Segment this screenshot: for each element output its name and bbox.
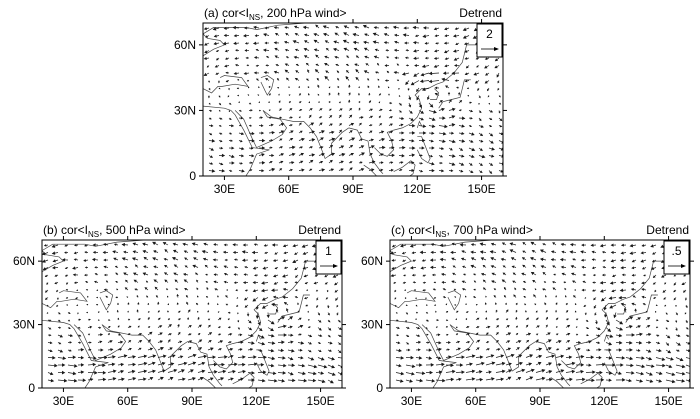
reference-vector-arrowhead: [494, 47, 499, 51]
reference-vector-value: 2: [486, 27, 493, 41]
x-tick-label: 60E: [117, 394, 138, 408]
x-tick-label: 120E: [403, 182, 431, 196]
title-suffix: , 200 hPa wind>: [260, 6, 346, 20]
title-subscript: NS: [435, 230, 446, 239]
detrend-label: Detrend: [459, 6, 502, 20]
map-panel-a: 30E 60E 90E 120E 150E 0 30N 60N (a) cor<INS, 200…: [174, 6, 507, 196]
y-tick-label: 30N: [13, 318, 35, 332]
reference-vector-box: [476, 23, 503, 58]
x-tick-label: 30E: [53, 394, 74, 408]
y-tick-label: 30N: [361, 318, 383, 332]
title-subscript: NS: [88, 230, 99, 239]
title-suffix: , 500 hPa wind>: [99, 223, 185, 237]
wind-vectors: [203, 24, 503, 174]
x-tick-label: 150E: [468, 182, 496, 196]
coastline: [42, 240, 342, 388]
y-tick-label: 30N: [174, 103, 196, 117]
x-tick-label: 30E: [214, 182, 235, 196]
map-panel-c: 30E 60E 90E 120E 150E 0 30N 60N (c) cor<INS, 700…: [361, 223, 694, 408]
y-tick-label: 0: [376, 381, 383, 395]
map-frame: [389, 239, 691, 389]
x-tick-label: 30E: [401, 394, 422, 408]
coastline: [390, 240, 690, 388]
reference-vector-arrowhead: [333, 264, 338, 268]
reference-vector-box: [315, 240, 342, 275]
panel-title: (b) cor<INS, 500 hPa wind>: [43, 223, 186, 239]
y-tick-label: 0: [28, 381, 35, 395]
coastline: [203, 23, 503, 176]
map-panel-b: 30E 60E 90E 120E 150E 0 30N 60N (b) cor<INS, 500…: [13, 223, 346, 408]
y-tick-label: 0: [189, 169, 196, 183]
title-suffix: , 700 hPa wind>: [446, 223, 532, 237]
y-tick-label: 60N: [361, 254, 383, 268]
x-tick-label: 90E: [181, 394, 202, 408]
y-tick-label: 60N: [174, 38, 196, 52]
x-tick-label: 150E: [307, 394, 335, 408]
reference-vector-arrowhead: [681, 264, 686, 268]
title-prefix: (a) cor<I: [204, 6, 249, 20]
x-tick-label: 60E: [465, 394, 486, 408]
map-frame: [41, 239, 343, 389]
title-prefix: (b) cor<I: [43, 223, 88, 237]
reference-vector-value: .5: [671, 244, 681, 258]
wind-vectors: [42, 241, 342, 384]
x-tick-label: 90E: [529, 394, 550, 408]
title-subscript: NS: [249, 13, 260, 22]
title-prefix: (c) cor<I: [391, 223, 435, 237]
panel-title: (c) cor<INS, 700 hPa wind>: [391, 223, 533, 239]
reference-vector-box: [663, 240, 690, 275]
wind-vectors: [390, 241, 690, 384]
x-tick-label: 60E: [278, 182, 299, 196]
detrend-label: Detrend: [298, 223, 341, 237]
x-tick-label: 120E: [242, 394, 270, 408]
x-tick-label: 150E: [655, 394, 683, 408]
x-tick-label: 90E: [342, 182, 363, 196]
panel-title: (a) cor<INS, 200 hPa wind>: [204, 6, 347, 22]
detrend-label: Detrend: [646, 223, 689, 237]
y-tick-label: 60N: [13, 254, 35, 268]
reference-vector-value: 1: [325, 244, 332, 258]
x-tick-label: 120E: [590, 394, 618, 408]
